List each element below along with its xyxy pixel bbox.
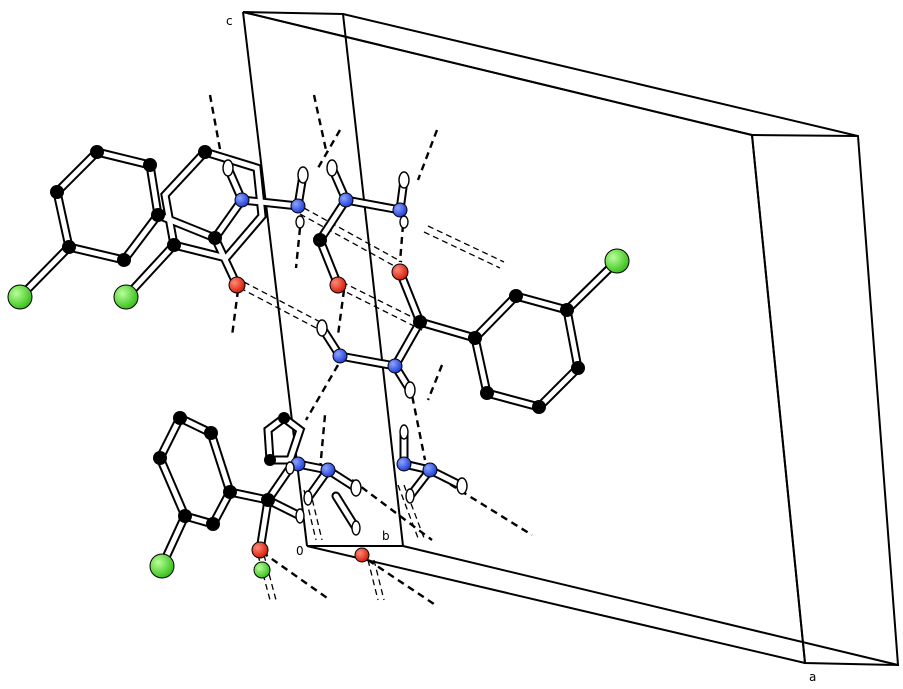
bonds-fill bbox=[17, 149, 620, 569]
hydrogen-bonds bbox=[239, 207, 505, 601]
unit-cell-edge bbox=[342, 13, 404, 547]
axis-label-a: a bbox=[809, 670, 817, 684]
axis-label-c: c bbox=[226, 14, 233, 28]
hydrogen-atoms bbox=[222, 159, 468, 536]
unit-cell-edge bbox=[242, 11, 753, 136]
contact-lines bbox=[208, 94, 533, 605]
carbon-atoms bbox=[50, 145, 585, 531]
unit-cell-edge bbox=[751, 134, 806, 664]
chlorine-atoms bbox=[7, 248, 630, 579]
unit-cell-edge bbox=[751, 134, 859, 137]
unit-cell bbox=[242, 11, 900, 667]
axis-label-b: b bbox=[382, 529, 390, 543]
bonds-outline bbox=[15, 147, 622, 571]
axis-label-origin: 0 bbox=[296, 544, 304, 558]
unit-cell-edge bbox=[306, 545, 806, 664]
unit-cell-edge bbox=[402, 545, 899, 666]
nitrogen-atoms bbox=[234, 192, 438, 478]
oxygen-atoms bbox=[228, 263, 409, 563]
